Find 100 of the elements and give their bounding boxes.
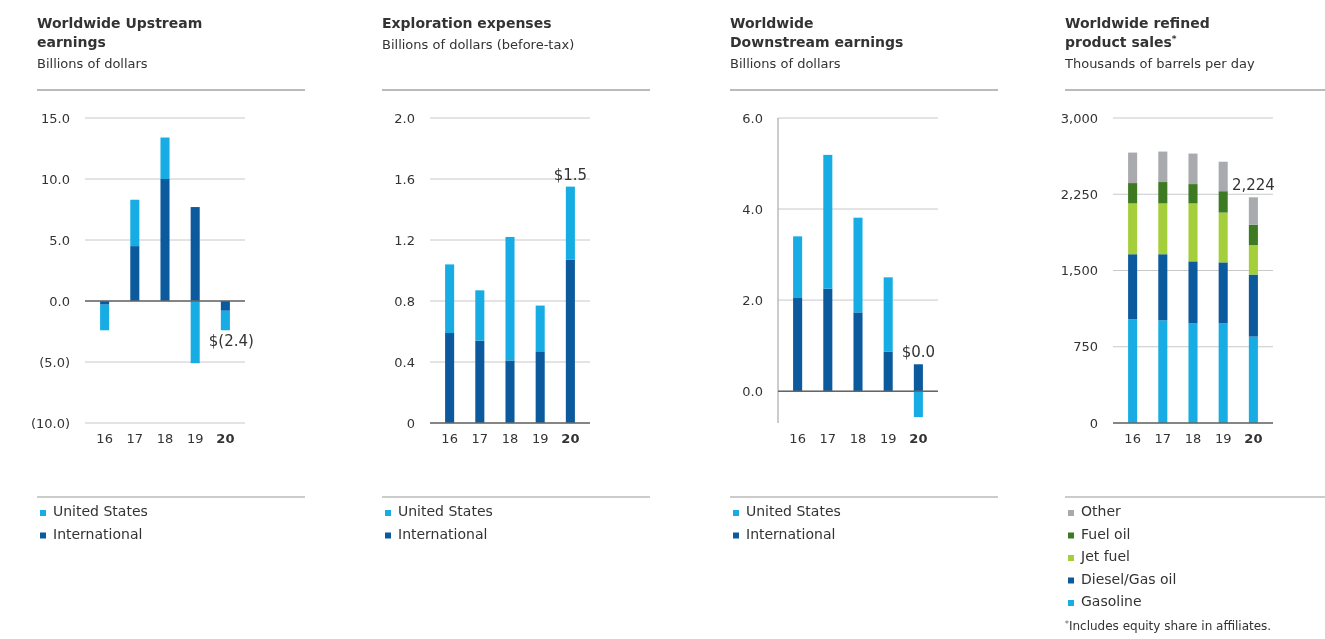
- bar: [913, 391, 923, 418]
- x-tick-label: 17: [1154, 431, 1172, 447]
- bar: [1188, 203, 1198, 262]
- legend-label: International: [746, 525, 836, 542]
- chart-subtitle: Billions of dollars (before-tax): [382, 37, 575, 52]
- y-tick-label: 2,250: [1060, 186, 1098, 202]
- bar: [793, 297, 803, 392]
- x-tick-label: 17: [126, 431, 144, 447]
- y-tick-label: (10.0): [30, 415, 70, 431]
- bar: [475, 340, 485, 423]
- annotation: $1.5: [553, 165, 588, 184]
- legend-label: Jet fuel: [1080, 548, 1130, 564]
- bar: [220, 310, 230, 331]
- chart-title: Exploration expenses: [382, 15, 552, 31]
- bar: [100, 304, 110, 331]
- y-tick-label: 4.0: [742, 201, 763, 217]
- y-tick-label: 2.0: [742, 292, 763, 308]
- bar: [1158, 182, 1168, 204]
- y-tick-label: 750: [1073, 339, 1098, 355]
- annotation: 2,224: [1231, 175, 1275, 194]
- bar: [1248, 197, 1258, 225]
- bar: [1158, 203, 1168, 255]
- y-tick-label: 0.0: [742, 383, 763, 399]
- bar: [913, 364, 923, 392]
- x-tick-label: 18: [156, 431, 174, 447]
- y-tick-label: 10.0: [41, 171, 70, 187]
- bar: [190, 301, 200, 364]
- legend-label: International: [398, 525, 488, 542]
- chart-title: Worldwide Upstream earnings: [37, 15, 203, 50]
- bar: [1188, 153, 1198, 185]
- bar: [1188, 323, 1198, 423]
- bar: [853, 217, 863, 313]
- bar: [1248, 224, 1258, 246]
- bar: [823, 288, 833, 392]
- x-tick-label: 20: [1244, 431, 1263, 447]
- bar: [535, 305, 545, 352]
- bar: [130, 199, 140, 247]
- bar: [793, 236, 803, 298]
- x-tick-label: 20: [216, 431, 235, 447]
- bar: [1218, 212, 1228, 263]
- bar: [1248, 245, 1258, 275]
- bar: [1218, 161, 1228, 192]
- bar: [1218, 323, 1228, 423]
- y-tick-label: 1.6: [394, 171, 415, 187]
- x-tick-label: 18: [501, 431, 519, 447]
- y-tick-label: 5.0: [49, 232, 70, 248]
- bar: [445, 333, 455, 423]
- legend-label: United States: [53, 503, 148, 519]
- x-tick-label: 20: [561, 431, 580, 447]
- y-tick-label: 1.2: [394, 232, 415, 248]
- bar: [883, 277, 893, 352]
- bar: [1188, 184, 1198, 204]
- x-tick-label: 17: [819, 431, 837, 447]
- legend-label: United States: [746, 503, 841, 519]
- bar: [1158, 320, 1168, 423]
- y-tick-label: 3,000: [1060, 110, 1098, 126]
- bar: [1218, 262, 1228, 324]
- bar: [1128, 203, 1138, 255]
- bar: [1128, 254, 1138, 320]
- bar: [190, 207, 200, 301]
- legend-label: Gasoline: [1081, 593, 1142, 609]
- bar: [475, 290, 485, 341]
- bar: [565, 259, 575, 423]
- x-tick-label: 16: [789, 431, 806, 447]
- y-tick-label: 0: [406, 415, 415, 431]
- bar: [1248, 336, 1258, 423]
- chart-subtitle: Billions of dollars: [730, 56, 841, 71]
- bar: [1128, 319, 1138, 423]
- x-tick-label: 18: [1184, 431, 1202, 447]
- bar: [220, 301, 230, 311]
- y-tick-label: 0.8: [394, 293, 415, 309]
- bar: [505, 360, 515, 423]
- bar: [853, 312, 863, 392]
- bar: [505, 236, 515, 361]
- y-tick-label: 0: [1089, 415, 1098, 431]
- bar: [160, 179, 170, 301]
- bar: [1218, 191, 1228, 213]
- chart-subtitle: Billions of dollars: [37, 56, 148, 71]
- annotation: $0.0: [901, 343, 936, 362]
- legend-label: United States: [398, 503, 493, 519]
- text: $^{*}$Includes equity share in affiliates.: [1065, 618, 1272, 633]
- bar: [1128, 152, 1138, 184]
- x-tick-label: 16: [96, 431, 113, 447]
- x-tick-label: 17: [471, 431, 489, 447]
- y-tick-label: 6.0: [742, 110, 763, 126]
- bar: [1248, 274, 1258, 337]
- legend-label: Diesel/Gas oil: [1081, 570, 1177, 587]
- y-tick-label: 15.0: [41, 110, 70, 126]
- x-tick-label: 16: [441, 431, 458, 447]
- bar: [160, 137, 170, 179]
- bar: [1188, 261, 1198, 324]
- bar: [565, 186, 575, 260]
- chart-title: Worldwide Downstream earnings: [730, 15, 904, 50]
- chart-title: Worldwide refined product sales$^{*}$: [1065, 15, 1210, 50]
- x-tick-label: 20: [909, 431, 928, 447]
- y-tick-label: 0.4: [394, 354, 415, 370]
- y-tick-label: (5.0): [39, 354, 70, 370]
- chart-subtitle: Thousands of barrels per day: [1064, 56, 1256, 71]
- bar: [535, 351, 545, 423]
- x-tick-label: 19: [186, 431, 204, 447]
